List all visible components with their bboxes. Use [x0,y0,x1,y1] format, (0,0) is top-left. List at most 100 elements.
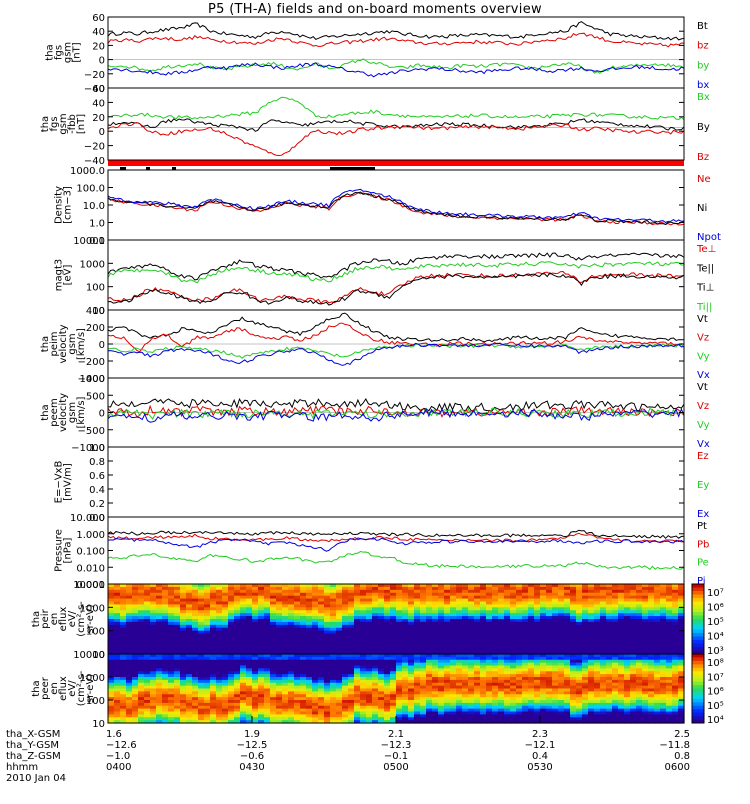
spectrogram-cell [144,654,151,658]
spectrogram-cell [540,642,547,646]
y-axis-label: [mV/m] [63,463,74,501]
ephemeris-label: tha_X-GSM [6,729,60,740]
spectrogram-cell [552,691,559,695]
spectrogram-cell [336,674,343,678]
spectrogram-cell [402,688,409,692]
spectrogram-cell [636,584,643,588]
spectrogram-cell [402,633,409,638]
spectrogram-cell [378,604,385,608]
spectrogram-cell [498,607,505,611]
spectrogram-cell [336,619,343,623]
spectrogram-cell [156,714,163,718]
spectrogram-cell [678,621,685,626]
spectrogram-cell [564,654,571,658]
spectrogram-cell [630,616,637,620]
spectrogram-cell [186,671,193,675]
spectrogram-cell [636,633,643,638]
spectrogram-cell [576,621,583,626]
spectrogram-cell [120,668,127,672]
spectrogram-cell [444,679,451,684]
spectrogram-cell [408,604,415,608]
spectrogram-cell [582,714,589,718]
spectrogram-cell [300,705,307,710]
spectrogram-cell [348,627,355,632]
spectrogram-cell [318,702,325,707]
spectrogram-cell [492,636,499,641]
spectrogram-cell [372,656,379,661]
spectrogram-cell [312,682,319,687]
spectrogram-cell [348,662,355,667]
spectrogram-cell [366,677,373,681]
spectrogram-cell [150,685,157,690]
spectrogram-cell [414,639,421,643]
spectrogram-cell [270,627,277,632]
spectrogram-cell [594,639,601,643]
spectrogram-cell [246,584,253,588]
spectrogram-cell [480,601,487,606]
spectrogram-cell [468,679,475,684]
spectrogram-cell [552,694,559,698]
spectrogram-cell [420,679,427,684]
spectrogram-cell [630,656,637,661]
spectrogram-cell [216,624,223,629]
spectrogram-cell [564,691,571,695]
spectrogram-cell [462,589,469,594]
spectrogram-cell [378,642,385,646]
spectrogram-cell [354,598,361,603]
spectrogram-cell [156,656,163,661]
spectrogram-cell [420,621,427,626]
spectrogram-cell [366,621,373,626]
spectrogram-cell [432,688,439,692]
spectrogram-cell [216,586,223,591]
spectrogram-cell [486,662,493,667]
spectrogram-cell [180,621,187,626]
spectrogram-cell [432,651,439,655]
spectrogram-cell [636,592,643,597]
spectrogram-cell [144,619,151,623]
spectrogram-cell [378,674,385,678]
spectrogram-cell [654,714,661,718]
spectrogram-cell [570,592,577,597]
spectrogram-cell [402,651,409,655]
spectrogram-cell [210,671,217,675]
spectrogram-cell [546,589,553,594]
spectrogram-cell [444,589,451,594]
spectrogram-cell [612,694,619,698]
spectrogram-cell [546,711,553,715]
spectrogram-cell [630,619,637,623]
spectrogram-cell [432,714,439,718]
spectrogram-cell [270,671,277,675]
spectrogram-cell [360,714,367,718]
spectrogram-cell [300,708,307,713]
spectrogram-cell [360,711,367,715]
spectrogram-cell [660,592,667,597]
spectrogram-cell [294,674,301,678]
mode-bar-flag [120,167,126,170]
spectrogram-cell [210,592,217,597]
spectrogram-cell [372,659,379,664]
spectrogram-cell [534,584,541,588]
spectrogram-cell [594,621,601,626]
spectrogram-cell [126,648,133,652]
spectrogram-cell [306,671,313,675]
spectrogram-cell [516,682,523,687]
spectrogram-cell [300,685,307,690]
spectrogram-cell [252,671,259,675]
spectrogram-cell [528,700,535,704]
spectrogram-cell [606,639,613,643]
spectrogram-cell [438,691,445,695]
spectrogram-cell [228,691,235,695]
spectrogram-cell [480,654,487,658]
spectrogram-cell [444,697,451,701]
spectrogram-cell [204,630,211,635]
spectrogram-cell [642,616,649,620]
spectrogram-cell [666,610,673,614]
spectrogram-cell [384,604,391,608]
spectrogram-cell [522,682,529,687]
spectrogram-cell [468,697,475,701]
spectrogram-cell [306,592,313,597]
spectrogram-cell [594,651,601,655]
spectrogram-cell [642,610,649,614]
spectrogram-cell [474,700,481,704]
spectrogram-cell [558,714,565,718]
